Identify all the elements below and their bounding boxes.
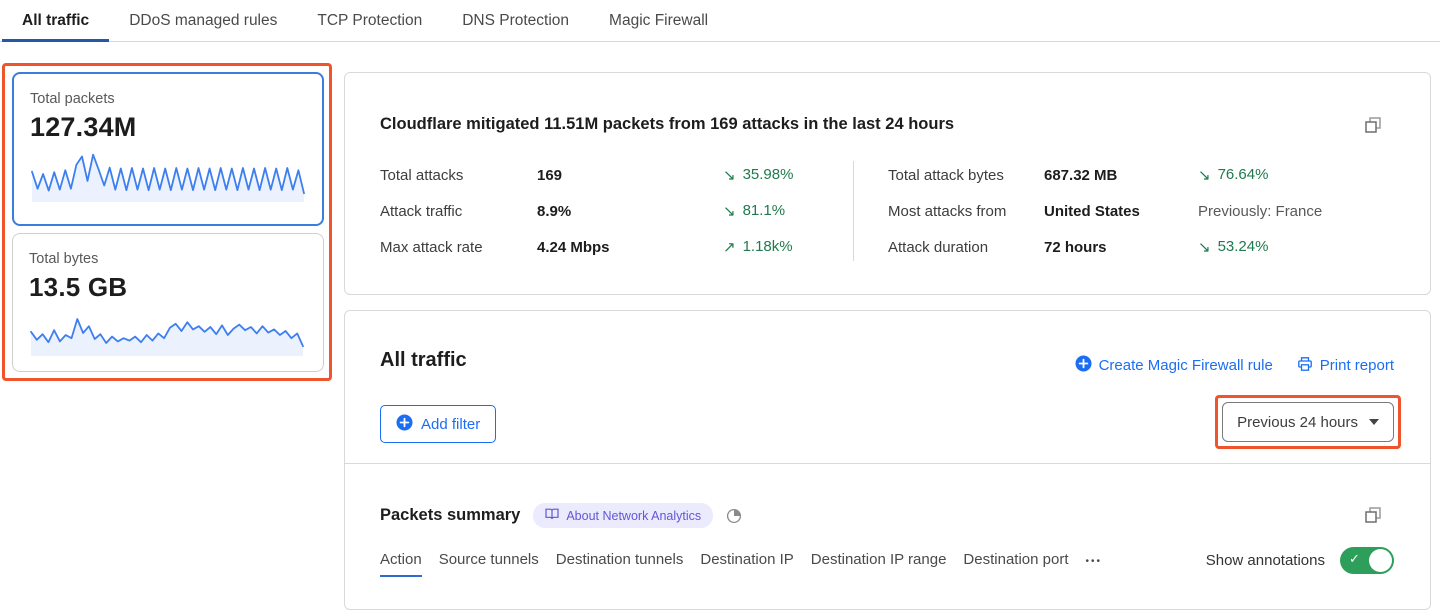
- total-bytes-label: Total bytes: [29, 251, 99, 267]
- top-tab-bar: All traffic DDoS managed rules TCP Prote…: [0, 0, 1440, 42]
- packets-summary-title: Packets summary: [380, 506, 521, 524]
- total-bytes-sparkline: [30, 318, 304, 356]
- expand-icon[interactable]: [1364, 506, 1384, 526]
- stat-change: ↘ 53.24%: [1198, 238, 1269, 256]
- all-traffic-title: All traffic: [380, 349, 467, 371]
- total-packets-card[interactable]: Total packets 127.34M: [12, 72, 324, 226]
- stat-max-attack-rate: Max attack rate 4.24 Mbps ↗ 1.18k%: [380, 229, 850, 265]
- toggle-knob: [1369, 549, 1392, 572]
- trend-down-icon: ↘: [723, 203, 736, 220]
- show-annotations-control: Show annotations: [1206, 547, 1394, 574]
- total-bytes-card[interactable]: Total bytes 13.5 GB: [12, 233, 324, 372]
- check-icon: [1349, 551, 1360, 567]
- mitigation-summary-title: Cloudflare mitigated 11.51M packets from…: [380, 115, 955, 133]
- total-packets-label: Total packets: [30, 91, 115, 107]
- stat-total-attack-bytes: Total attack bytes 687.32 MB ↘ 76.64%: [888, 157, 1408, 193]
- expand-icon[interactable]: [1364, 116, 1384, 136]
- stat-total-attacks: Total attacks 169 ↘ 35.98%: [380, 157, 850, 193]
- stat-most-attacks-from: Most attacks from United States Previous…: [888, 193, 1408, 229]
- packets-summary-header: Packets summary About Network Analytics: [380, 503, 742, 528]
- trend-down-icon: ↘: [1198, 239, 1211, 256]
- total-packets-value: 127.34M: [30, 112, 137, 142]
- plus-circle-icon: [1075, 355, 1092, 376]
- time-range-highlight-annotation: Previous 24 hours: [1215, 395, 1401, 449]
- printer-icon: [1297, 356, 1313, 376]
- trend-down-icon: ↘: [1198, 167, 1211, 184]
- subtab-action[interactable]: Action: [380, 551, 422, 577]
- create-magic-firewall-rule-link[interactable]: Create Magic Firewall rule: [1075, 355, 1273, 376]
- stat-label: Most attacks from: [888, 202, 1007, 220]
- time-range-dropdown[interactable]: Previous 24 hours: [1222, 402, 1394, 442]
- stat-change: ↘ 81.1%: [723, 202, 786, 220]
- stat-value: 72 hours: [1044, 238, 1107, 256]
- tab-tcp-protection[interactable]: TCP Protection: [317, 11, 423, 29]
- stats-vertical-divider: [853, 161, 854, 261]
- stat-change-previous: Previously: France: [1198, 202, 1323, 220]
- section-divider: [345, 463, 1430, 464]
- panel-actions: Create Magic Firewall rule Print report: [1075, 355, 1394, 376]
- trend-down-icon: ↘: [723, 167, 736, 184]
- subtab-destination-tunnels[interactable]: Destination tunnels: [555, 551, 684, 568]
- stat-attack-duration: Attack duration 72 hours ↘ 53.24%: [888, 229, 1408, 265]
- book-icon: [545, 508, 559, 523]
- packets-summary-subtabs: Action Source tunnels Destination tunnel…: [380, 551, 1119, 577]
- plus-circle-icon: [396, 414, 413, 435]
- stat-label: Total attack bytes: [888, 166, 1004, 184]
- stat-change: ↗ 1.18k%: [723, 238, 793, 256]
- add-filter-button[interactable]: Add filter: [380, 405, 497, 443]
- tab-dns-protection[interactable]: DNS Protection: [462, 11, 570, 29]
- mitigation-summary-panel: Cloudflare mitigated 11.51M packets from…: [344, 72, 1431, 295]
- stat-value: United States: [1044, 202, 1140, 220]
- stat-change: ↘ 76.64%: [1198, 166, 1269, 184]
- metric-cards-highlight-annotation: [2, 63, 332, 381]
- stat-change: ↘ 35.98%: [723, 166, 794, 184]
- tab-ddos-managed-rules[interactable]: DDoS managed rules: [129, 11, 278, 29]
- show-annotations-toggle[interactable]: [1340, 547, 1394, 574]
- subtab-destination-port[interactable]: Destination port: [963, 551, 1069, 568]
- stat-value: 169: [537, 166, 563, 184]
- stat-value: 8.9%: [537, 202, 572, 220]
- tab-all-traffic[interactable]: All traffic: [2, 0, 110, 42]
- stat-value: 4.24 Mbps: [537, 238, 610, 256]
- subtab-source-tunnels[interactable]: Source tunnels: [438, 551, 539, 568]
- stats-column-left: Total attacks 169 ↘ 35.98% Attack traffi…: [380, 157, 850, 265]
- subtab-destination-ip[interactable]: Destination IP: [700, 551, 794, 568]
- more-tabs-ellipsis-icon[interactable]: •••: [1085, 556, 1102, 567]
- chevron-down-icon: [1369, 419, 1379, 425]
- stat-label: Total attacks: [380, 166, 464, 184]
- subtab-destination-ip-range[interactable]: Destination IP range: [810, 551, 947, 568]
- stat-value: 687.32 MB: [1044, 166, 1118, 184]
- stat-label: Max attack rate: [380, 238, 483, 256]
- all-traffic-panel: All traffic Create Magic Firewall rule P…: [344, 310, 1431, 610]
- total-packets-sparkline: [31, 153, 305, 202]
- total-bytes-value: 13.5 GB: [29, 272, 128, 302]
- trend-up-icon: ↗: [723, 239, 736, 256]
- tab-magic-firewall[interactable]: Magic Firewall: [609, 11, 709, 29]
- data-freshness-icon: [726, 508, 742, 524]
- stat-label: Attack traffic: [380, 202, 463, 220]
- show-annotations-label: Show annotations: [1205, 552, 1325, 569]
- print-report-link[interactable]: Print report: [1297, 355, 1394, 376]
- stats-column-right: Total attack bytes 687.32 MB ↘ 76.64% Mo…: [888, 157, 1408, 265]
- stat-label: Attack duration: [888, 238, 989, 256]
- about-network-analytics-badge[interactable]: About Network Analytics: [533, 503, 714, 528]
- stat-attack-traffic: Attack traffic 8.9% ↘ 81.1%: [380, 193, 850, 229]
